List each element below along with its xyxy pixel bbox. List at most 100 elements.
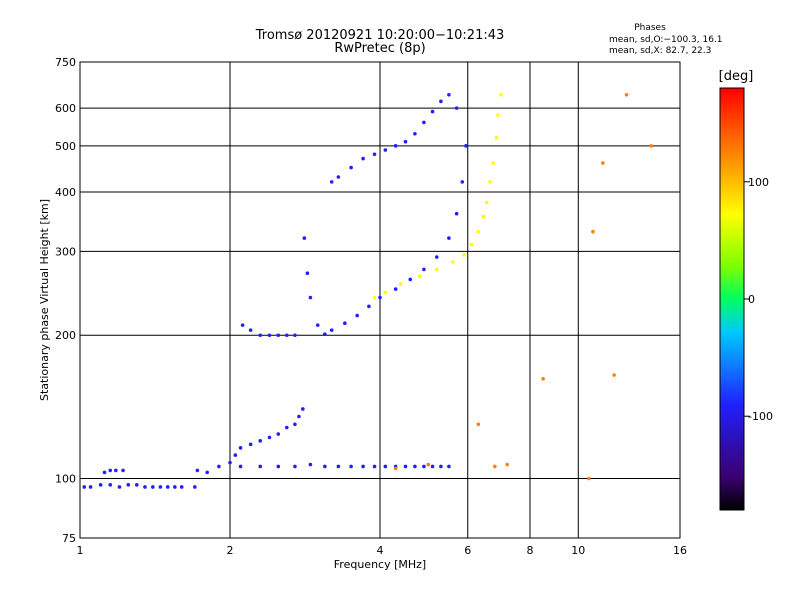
data-point: [398, 282, 403, 287]
data-point: [447, 236, 451, 240]
data-point: [367, 304, 371, 309]
data-point: [193, 485, 197, 489]
x-tick-label: 6: [464, 544, 471, 557]
data-point: [361, 464, 365, 469]
data-point: [297, 414, 301, 419]
data-point: [454, 211, 459, 216]
y-tick-label: 750: [55, 56, 76, 69]
data-point: [284, 425, 289, 430]
data-point: [233, 453, 238, 457]
data-point: [393, 144, 398, 148]
data-point: [481, 214, 486, 219]
colorbar-tick-label: 0: [748, 293, 755, 306]
data-point: [228, 460, 232, 465]
data-point: [426, 462, 431, 467]
data-point: [195, 468, 200, 473]
data-point: [451, 260, 455, 264]
data-point: [114, 468, 118, 473]
data-point: [276, 333, 281, 338]
chart-title: Tromsø 20120921 10:20:00−10:21:43: [255, 28, 505, 43]
data-point: [143, 485, 147, 489]
data-point: [126, 483, 131, 487]
data-point: [258, 464, 263, 469]
colorbar-label: [deg]: [719, 69, 754, 84]
data-point: [464, 144, 468, 148]
phases-line-x: mean, sd,X: 82.7, 22.3: [609, 46, 711, 56]
data-point: [240, 323, 245, 327]
data-point: [496, 113, 500, 117]
data-point: [403, 464, 408, 469]
data-points: [82, 92, 653, 489]
data-point: [284, 333, 289, 338]
y-tick-label: 100: [55, 473, 76, 486]
x-axis-label: Frequency [MHz]: [334, 558, 426, 571]
y-tick-label: 400: [55, 186, 76, 199]
x-tick-label: 1: [77, 544, 84, 557]
data-point: [413, 464, 417, 469]
data-point: [349, 165, 353, 170]
y-tick-label: 600: [55, 102, 76, 115]
y-tick-label: 300: [55, 245, 76, 258]
data-point: [108, 468, 113, 473]
data-point: [491, 161, 496, 165]
data-point: [378, 295, 382, 300]
data-point: [505, 462, 509, 467]
data-point: [476, 229, 481, 234]
data-point: [488, 180, 492, 184]
data-point: [308, 462, 313, 467]
data-point: [323, 332, 327, 337]
chart-subtitle: RwPretec (8p): [334, 41, 425, 56]
data-point: [248, 328, 253, 332]
data-point: [258, 333, 263, 338]
data-point: [413, 131, 417, 136]
data-point: [315, 323, 320, 327]
colorbar-tick-label: 100: [748, 176, 769, 189]
data-point: [460, 180, 465, 184]
data-point: [82, 485, 87, 489]
data-point: [393, 466, 398, 471]
data-point: [494, 135, 499, 140]
data-point: [102, 470, 107, 475]
data-point: [179, 485, 184, 489]
data-point: [439, 99, 443, 104]
data-point: [336, 464, 341, 469]
y-tick-label: 75: [62, 532, 76, 545]
data-point: [372, 464, 377, 469]
data-point: [293, 464, 297, 469]
data-point: [238, 446, 243, 450]
data-point: [343, 321, 347, 325]
y-tick-label: 500: [55, 140, 76, 153]
data-point: [117, 485, 122, 489]
data-point: [601, 161, 605, 165]
data-point: [476, 422, 481, 427]
colorbar: [719, 87, 745, 511]
phases-title: Phases: [634, 23, 666, 33]
data-point: [355, 313, 359, 318]
data-point: [329, 180, 334, 184]
data-point: [276, 432, 281, 436]
grid-lines: [80, 62, 680, 538]
data-point: [293, 333, 297, 338]
data-point: [88, 485, 93, 489]
data-point: [329, 328, 334, 332]
data-point: [430, 109, 435, 114]
data-point: [361, 156, 365, 161]
data-point: [267, 435, 272, 440]
data-point: [430, 464, 435, 469]
data-point: [165, 485, 170, 489]
data-point: [302, 236, 307, 240]
data-point: [499, 92, 503, 97]
data-point: [238, 464, 243, 469]
data-point: [108, 483, 113, 487]
data-point: [258, 439, 263, 443]
data-point: [469, 242, 474, 247]
colorbar-ticks: 100 0 -100: [744, 176, 773, 423]
data-point: [383, 148, 388, 152]
x-tick-label: 8: [527, 544, 534, 557]
data-point: [372, 295, 377, 300]
x-tick-label: 2: [227, 544, 234, 557]
data-point: [422, 120, 426, 125]
data-point: [462, 253, 466, 257]
x-tick-label: 10: [571, 544, 585, 557]
